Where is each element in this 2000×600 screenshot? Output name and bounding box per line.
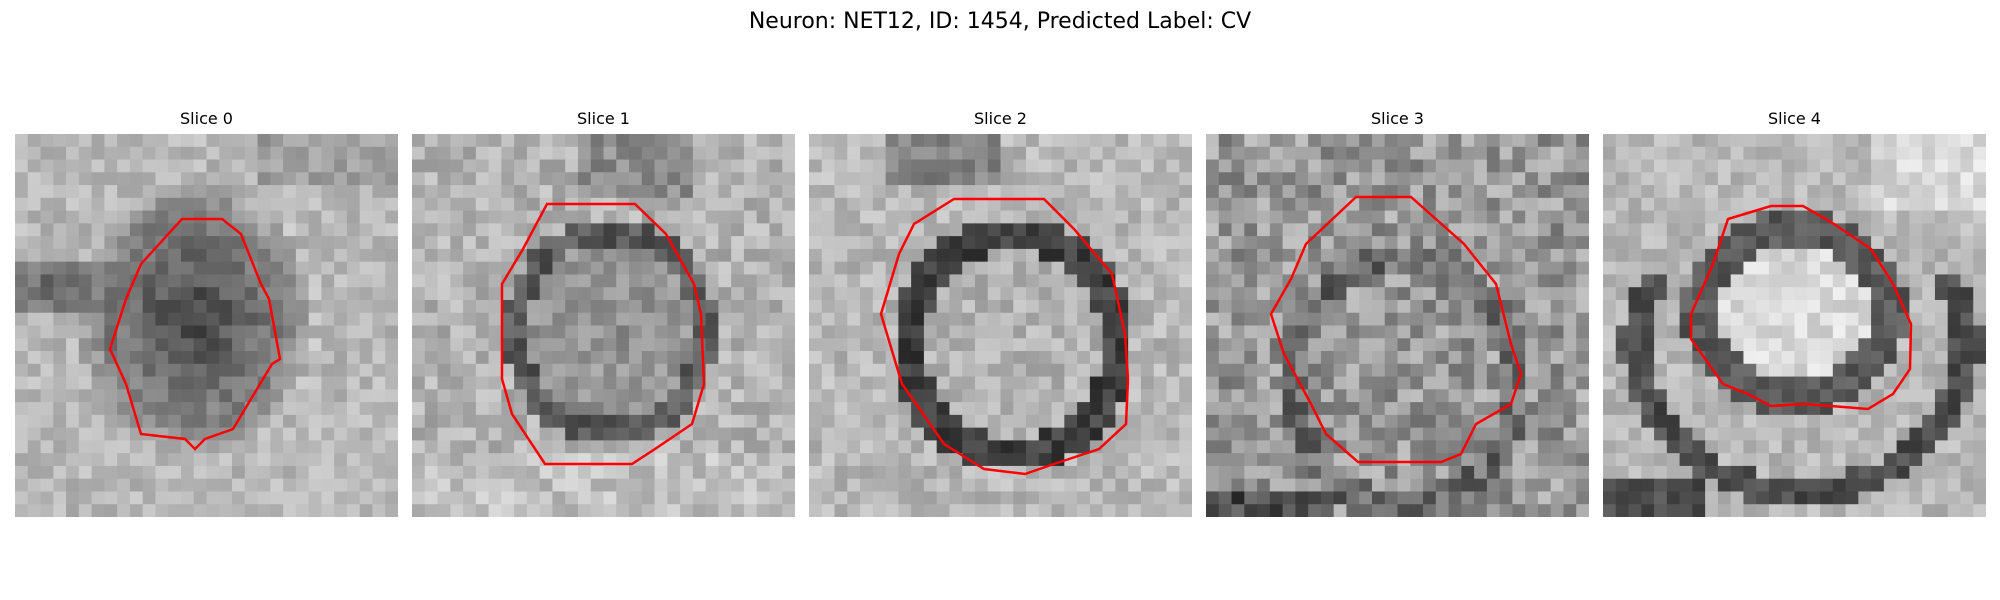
contour-2 — [879, 197, 1130, 476]
slice-title-0: Slice 0 — [180, 109, 233, 128]
contour-1 — [500, 202, 706, 466]
figure-title: Neuron: NET12, ID: 1454, Predicted Label… — [748, 9, 1252, 34]
slice-panel-2: Slice 2 — [809, 108, 1192, 517]
slice-image-4 — [1603, 134, 1986, 517]
slice-panel-1: Slice 1 — [412, 108, 795, 517]
pixel-grid-2 — [809, 134, 1192, 517]
slice-title-3: Slice 3 — [1371, 109, 1424, 128]
contour-4 — [1689, 204, 1913, 411]
slice-title-2: Slice 2 — [974, 109, 1027, 128]
pixel-grid-0 — [15, 134, 398, 517]
pixel-grid-4 — [1603, 134, 1986, 517]
slice-image-2 — [809, 134, 1192, 517]
slice-panel-0: Slice 0 — [15, 108, 398, 517]
slice-title-1: Slice 1 — [577, 109, 630, 128]
slice-image-1 — [412, 134, 795, 517]
contour-3 — [1269, 195, 1523, 464]
slice-image-3 — [1206, 134, 1589, 517]
slice-panel-3: Slice 3 — [1206, 108, 1589, 517]
slice-title-4: Slice 4 — [1768, 109, 1821, 128]
contour-0 — [108, 217, 282, 451]
pixel-grid-3 — [1206, 134, 1589, 517]
slice-panel-4: Slice 4 — [1603, 108, 1986, 517]
slice-image-0 — [15, 134, 398, 517]
pixel-grid-1 — [412, 134, 795, 517]
